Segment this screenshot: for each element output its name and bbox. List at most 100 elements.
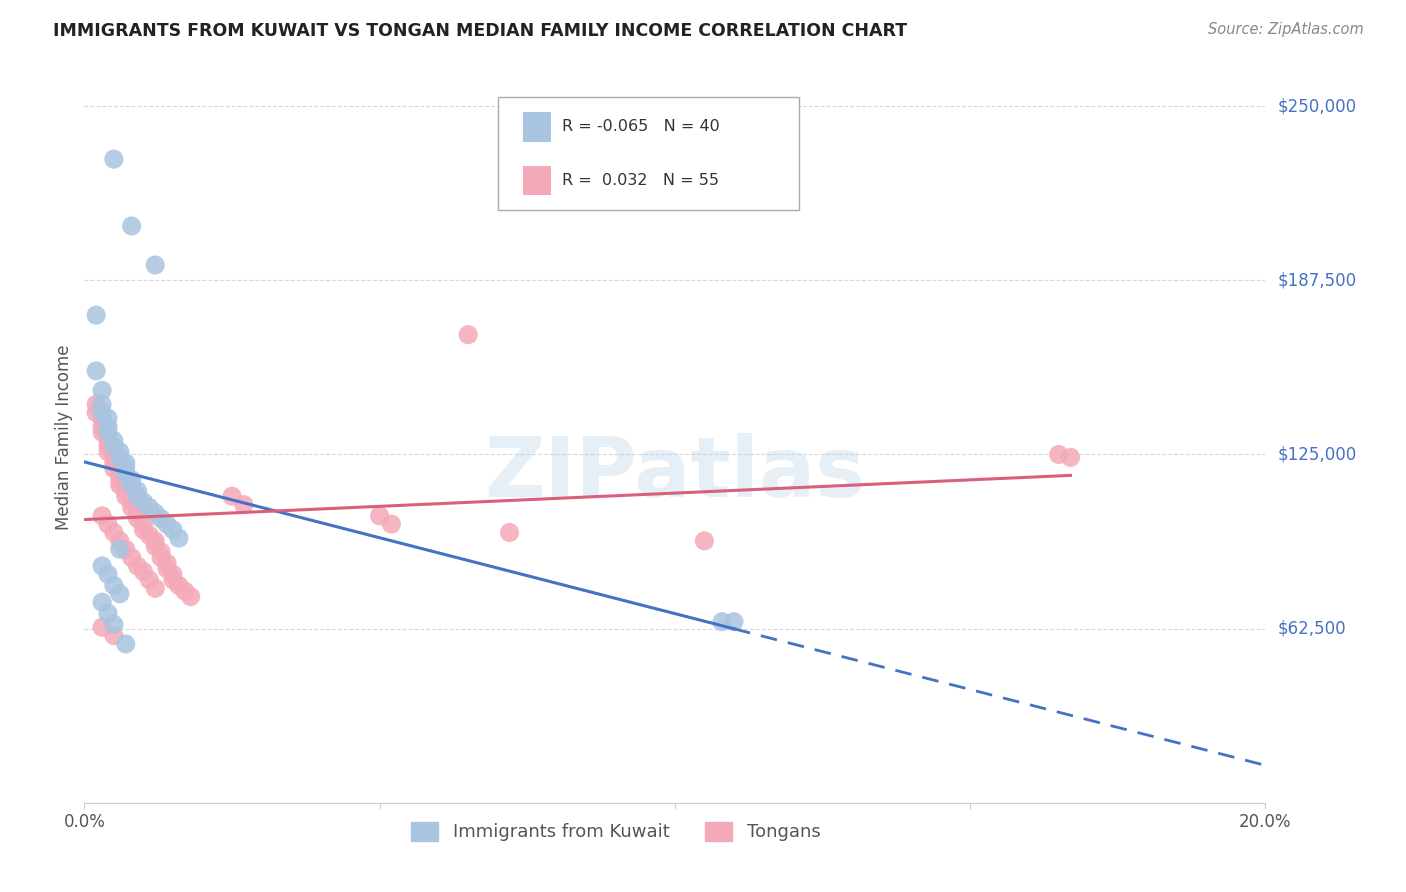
Point [138,500,160,515]
Point [103,450,125,465]
FancyBboxPatch shape [523,112,551,142]
Point [108,587,131,601]
Point [91,411,114,425]
Point [103,617,125,632]
Point [167,531,190,545]
Point [97,567,120,582]
Point [121,219,143,233]
Point [121,550,143,565]
Point [91,419,114,434]
Point [121,495,143,509]
Point [221,489,243,503]
Point [103,525,125,540]
Text: ZIPatlas: ZIPatlas [485,434,865,514]
Point [368,508,391,523]
Text: IMMIGRANTS FROM KUWAIT VS TONGAN MEDIAN FAMILY INCOME CORRELATION CHART: IMMIGRANTS FROM KUWAIT VS TONGAN MEDIAN … [53,22,907,40]
Point [108,467,131,481]
Point [103,152,125,166]
Point [103,434,125,448]
Point [150,550,173,565]
Text: $187,500: $187,500 [1277,271,1357,289]
Point [127,511,149,525]
Point [91,508,114,523]
Point [143,533,166,548]
Point [91,397,114,411]
Point [108,542,131,557]
Point [232,498,254,512]
Point [138,528,160,542]
Point [84,364,107,378]
Text: R = -0.065   N = 40: R = -0.065 N = 40 [561,120,720,135]
FancyBboxPatch shape [523,166,551,195]
Point [91,595,114,609]
Point [457,327,479,342]
Point [132,495,155,509]
Point [91,620,114,634]
Point [97,411,120,425]
Point [97,439,120,453]
Point [380,517,402,532]
Point [114,467,136,481]
Text: $250,000: $250,000 [1277,97,1357,115]
Point [97,607,120,621]
Point [127,489,149,503]
Y-axis label: Median Family Income: Median Family Income [55,344,73,530]
Point [498,525,520,540]
FancyBboxPatch shape [498,97,799,211]
Point [108,478,131,492]
Text: $62,500: $62,500 [1277,620,1346,638]
Point [103,461,125,475]
Point [103,629,125,643]
Point [114,489,136,503]
Point [132,565,155,579]
Point [138,573,160,587]
Point [103,578,125,592]
Point [103,439,125,453]
Point [173,584,195,599]
Point [1059,450,1081,465]
Point [150,545,173,559]
Point [114,542,136,557]
Point [84,406,107,420]
Point [162,523,184,537]
Point [127,558,149,573]
Point [121,500,143,515]
Point [143,506,166,520]
Point [1047,448,1070,462]
Point [114,461,136,475]
Point [114,456,136,470]
Point [91,406,114,420]
Point [723,615,745,629]
Point [103,456,125,470]
Point [127,483,149,498]
Point [121,478,143,492]
Point [167,578,190,592]
Point [156,517,179,532]
Legend: Immigrants from Kuwait, Tongans: Immigrants from Kuwait, Tongans [404,814,828,848]
Point [108,533,131,548]
Point [180,590,202,604]
Point [693,533,716,548]
Point [150,511,173,525]
Point [91,425,114,440]
Text: Source: ZipAtlas.com: Source: ZipAtlas.com [1208,22,1364,37]
Point [97,425,120,440]
Point [143,581,166,595]
Point [127,506,149,520]
Point [84,308,107,322]
Point [108,450,131,465]
Point [162,573,184,587]
Point [114,637,136,651]
Point [114,483,136,498]
Point [108,473,131,487]
Point [91,384,114,398]
Point [711,615,734,629]
Point [97,419,120,434]
Point [108,444,131,458]
Point [156,556,179,570]
Point [97,517,120,532]
Text: $125,000: $125,000 [1277,445,1357,464]
Point [121,473,143,487]
Point [97,434,120,448]
Point [143,540,166,554]
